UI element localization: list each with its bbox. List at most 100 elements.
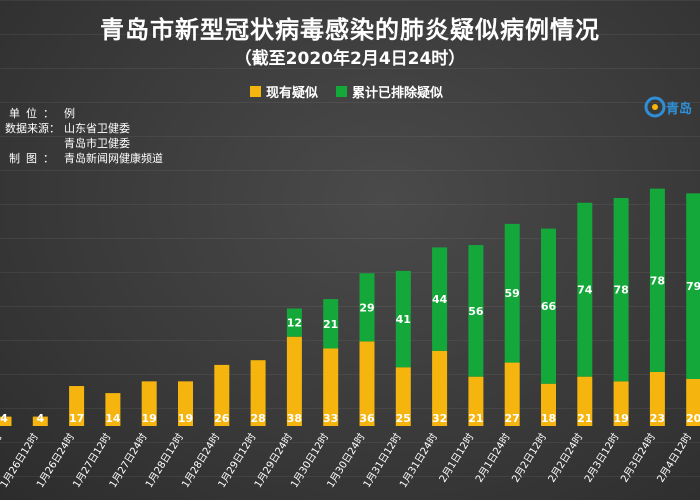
- bar-excluded: [577, 202, 593, 377]
- x-tick-label: 1月27日12时: [71, 431, 114, 490]
- legend-item-excluded: 累计已排除疑似: [336, 82, 443, 101]
- legend-item-current: 现有疑似: [250, 82, 318, 101]
- bar-current: [395, 367, 411, 426]
- x-tick-label: 2月3日24时: [618, 431, 658, 484]
- bar-label-excluded: 29: [359, 301, 374, 314]
- bar-current: [359, 341, 375, 426]
- bar-current: [323, 348, 339, 426]
- bar-current: [504, 362, 520, 426]
- x-tick-label: 2月1日12时: [437, 431, 477, 484]
- bar-current: [541, 383, 556, 426]
- x-tick-label: 2月1日24时: [473, 431, 513, 484]
- legend: 现有疑似 累计已排除疑似: [250, 82, 443, 101]
- legend-label-excluded: 累计已排除疑似: [352, 86, 444, 101]
- bar-label-excluded: 74: [577, 284, 593, 297]
- bar-excluded: [504, 223, 520, 363]
- x-tick-label: 1月27日24时: [107, 431, 150, 490]
- bar-label-excluded: 44: [432, 293, 448, 306]
- bar-excluded: [286, 308, 302, 337]
- bar-label-excluded: 56: [468, 305, 484, 318]
- bar-label-excluded: 78: [650, 274, 665, 287]
- bar-label-excluded: 12: [287, 317, 302, 330]
- bar-label-current: 4: [0, 412, 8, 425]
- meta-maker-row: 制图： 青岛新闻网健康频道: [0, 151, 163, 166]
- bar-excluded: [432, 247, 448, 351]
- x-tick-label: 1月30日24时: [325, 431, 368, 490]
- meta-maker-label: 制图：: [9, 152, 60, 165]
- meta-maker-value: 青岛新闻网健康频道: [64, 152, 163, 165]
- x-tick-label: 1月28日12时: [143, 431, 186, 490]
- bar-current: [286, 336, 302, 426]
- bar-current: [69, 386, 85, 426]
- meta-unit-label: 单位：: [9, 107, 60, 120]
- chart-subtitle: （截至2020年2月4日24时）: [234, 49, 466, 69]
- bar-excluded: [468, 245, 484, 377]
- meta-source-row: 数据来源： 山东省卫健委: [0, 121, 163, 136]
- x-tick-label: 2月4日12时: [655, 431, 695, 484]
- bar-excluded: [649, 188, 665, 372]
- bar-label-current: 19: [613, 412, 628, 425]
- meta-unit-row: 单位： 例: [0, 106, 163, 121]
- bar-label-current: 27: [505, 412, 520, 425]
- bar-label-current: 38: [287, 412, 302, 425]
- bar-current: [32, 416, 48, 426]
- bar-label-excluded: 66: [541, 300, 557, 313]
- bar-label-current: 36: [359, 412, 375, 425]
- bar-current: [141, 381, 157, 426]
- bar-label-current: 21: [577, 412, 592, 425]
- bar-current: [577, 376, 593, 426]
- bar-label-excluded: 78: [613, 284, 628, 297]
- meta-source-value-1: 山东省卫健委: [64, 122, 130, 135]
- bar-current: [613, 381, 629, 426]
- bar-label-current: 28: [250, 412, 265, 425]
- bar-current: [178, 381, 193, 426]
- bar-excluded: [323, 299, 339, 349]
- bar-label-current: 32: [432, 412, 447, 425]
- bar-label-current: 17: [69, 412, 84, 425]
- x-tick-label: 1月30日12时: [288, 431, 331, 490]
- x-tick-label: 1月28日24时: [179, 431, 222, 490]
- bar-current: [250, 360, 266, 426]
- x-tick-label: 1月31日24时: [397, 431, 440, 490]
- bar-current: [432, 350, 448, 426]
- bar-excluded: [613, 198, 629, 382]
- bar-label-current: 21: [468, 412, 483, 425]
- chart-meta: 单位： 例 数据来源： 山东省卫健委 青岛市卫健委 制图： 青岛新闻网健康频道: [0, 106, 163, 166]
- bar-label-current: 23: [650, 412, 665, 425]
- bar-label-current: 19: [178, 412, 193, 425]
- site-logo: 青岛: [644, 96, 692, 118]
- x-tick-label: 2月3日12时: [582, 431, 622, 484]
- x-tick-label: 2月2日24时: [546, 431, 586, 484]
- chart-title: 青岛市新型冠状病毒感染的肺炎疑似病例情况: [100, 16, 600, 44]
- bar-label-excluded: 21: [323, 318, 338, 331]
- legend-swatch-current: [250, 86, 261, 97]
- x-tick-label: 1月29日12时: [216, 431, 259, 490]
- x-tick-label: 1月29日24时: [252, 431, 295, 490]
- x-tick-label: 2月2日12时: [509, 431, 549, 484]
- bar-label-current: 14: [105, 412, 121, 425]
- bar-label-current: 19: [142, 412, 157, 425]
- legend-swatch-excluded: [336, 86, 348, 97]
- bar-excluded: [686, 193, 700, 379]
- x-tick-label: 时: [0, 431, 5, 446]
- bar-current: [649, 371, 665, 426]
- bar-label-excluded: 79: [686, 280, 700, 293]
- bar-excluded: [395, 270, 411, 368]
- bar-label-current: 26: [214, 412, 230, 425]
- x-tick-label: 1月31日12时: [361, 431, 404, 490]
- bar-label-excluded: 41: [396, 313, 411, 326]
- bar-label-excluded: 59: [505, 287, 520, 300]
- bar-label-current: 20: [686, 412, 700, 425]
- legend-label-current: 现有疑似: [266, 86, 319, 101]
- meta-unit-value: 例: [64, 107, 75, 120]
- meta-source-value-2: 青岛市卫健委: [64, 137, 130, 150]
- bar-label-current: 25: [396, 412, 411, 425]
- meta-source-label: 数据来源：: [5, 122, 60, 135]
- bar-current: [468, 376, 484, 426]
- bar-current: [0, 416, 12, 426]
- bar-current: [686, 379, 700, 426]
- bar-excluded: [541, 228, 556, 384]
- bar-label-current: 33: [323, 412, 338, 425]
- bar-label-current: 4: [36, 412, 44, 425]
